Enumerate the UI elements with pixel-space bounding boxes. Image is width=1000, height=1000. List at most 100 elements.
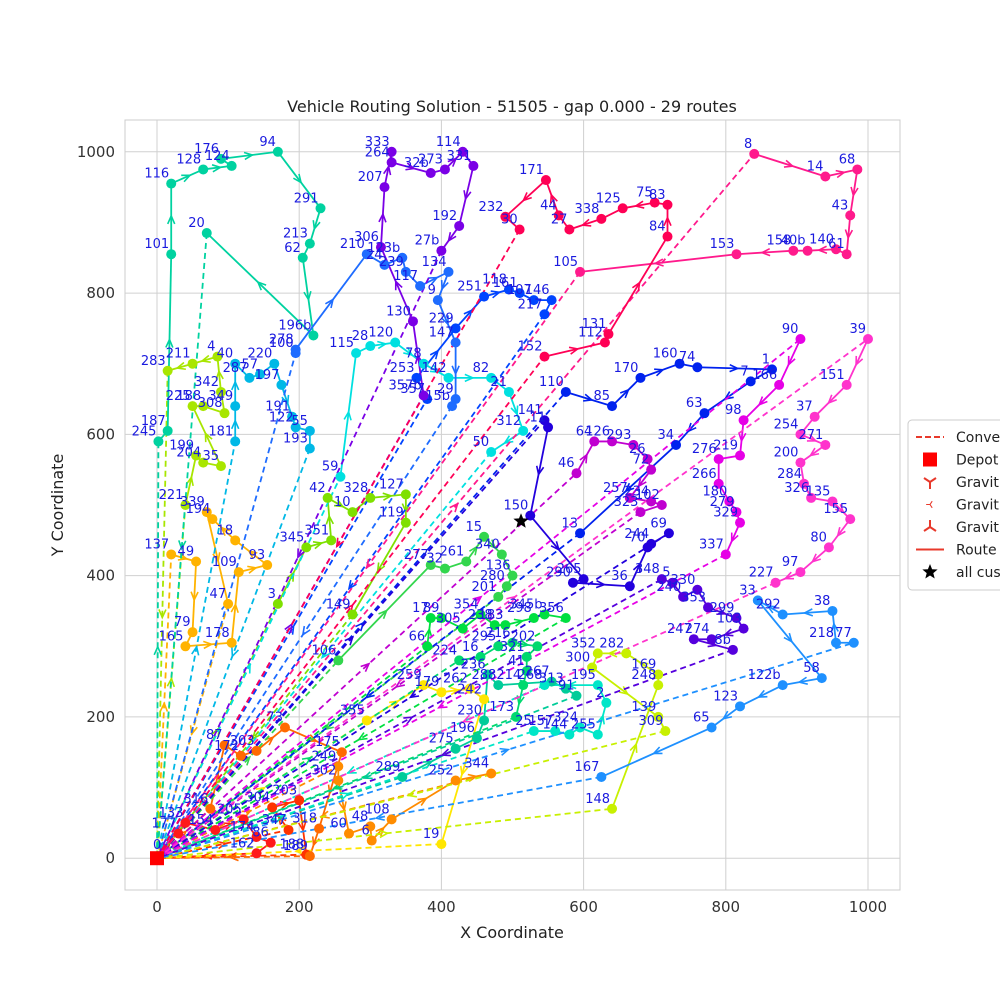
route-23-arrow bbox=[378, 212, 387, 223]
customer-node bbox=[365, 341, 376, 352]
node-label: 149 bbox=[326, 597, 351, 612]
customer-node bbox=[308, 330, 319, 341]
route-28-arrow bbox=[521, 192, 532, 202]
node-label: 116 bbox=[144, 167, 169, 182]
route-28-segment bbox=[622, 201, 655, 210]
customer-node bbox=[162, 365, 173, 376]
customer-node bbox=[251, 832, 262, 843]
y-tick-label: 1000 bbox=[77, 143, 115, 161]
node-label: 279 bbox=[710, 495, 735, 510]
node-label: 177 bbox=[151, 816, 176, 831]
node-label: 204 bbox=[176, 446, 201, 461]
customer-node bbox=[503, 284, 514, 295]
route-25-segment bbox=[724, 522, 741, 555]
route-6-arrow bbox=[638, 661, 649, 671]
customer-node bbox=[333, 655, 344, 666]
node-label: 357b bbox=[389, 379, 422, 394]
route-14-segment bbox=[490, 430, 524, 453]
route-18-arrow bbox=[440, 280, 449, 291]
route-6-arrow bbox=[378, 829, 390, 839]
node-label: 11 bbox=[530, 410, 547, 425]
route-15-segment bbox=[156, 232, 208, 859]
route-28-segment bbox=[156, 356, 546, 859]
node-label: 126 bbox=[585, 424, 610, 439]
node-label: 66 bbox=[409, 629, 426, 644]
customer-node bbox=[518, 425, 529, 436]
node-label: 274 bbox=[685, 622, 710, 637]
legend-tri-down-icon bbox=[923, 477, 937, 489]
node-label: 61 bbox=[828, 237, 845, 252]
node-label: 154 bbox=[188, 813, 213, 828]
customer-node bbox=[575, 266, 586, 277]
customer-node bbox=[400, 489, 411, 500]
node-label: 261 bbox=[439, 545, 464, 560]
route-25-arrow bbox=[730, 532, 739, 544]
route-23-segment bbox=[156, 250, 443, 859]
customer-node bbox=[283, 824, 294, 835]
route-19-segment bbox=[454, 296, 485, 329]
customer-node bbox=[493, 591, 504, 602]
route-10-arrow bbox=[424, 627, 433, 638]
customer-node bbox=[528, 613, 539, 624]
route-15-segment bbox=[220, 150, 278, 160]
customer-node bbox=[724, 496, 735, 507]
route-4-segment bbox=[211, 518, 236, 541]
route-10-segment bbox=[156, 617, 567, 859]
customer-node bbox=[425, 167, 436, 178]
node-label: 283 bbox=[141, 354, 166, 369]
customer-node bbox=[806, 492, 817, 503]
node-label: 122 bbox=[269, 410, 294, 425]
node-label: 259 bbox=[397, 668, 422, 683]
customer-node bbox=[575, 722, 586, 733]
customer-node bbox=[831, 637, 842, 648]
customer-node bbox=[375, 242, 386, 253]
x-tick-label: 600 bbox=[569, 898, 598, 916]
node-label: 236 bbox=[461, 658, 486, 673]
route-27-arrow bbox=[835, 169, 847, 179]
node-label: 194 bbox=[186, 502, 211, 517]
route-8-segment bbox=[184, 455, 197, 506]
node-label: 124 bbox=[205, 149, 230, 164]
route-15-arrow bbox=[178, 540, 187, 551]
customer-node bbox=[607, 401, 618, 412]
node-label: 41 bbox=[508, 654, 525, 669]
route-11-segment bbox=[515, 684, 525, 718]
customer-node bbox=[230, 358, 241, 369]
node-label: 333 bbox=[365, 135, 390, 150]
route-20-segment bbox=[156, 532, 581, 859]
route-17-segment bbox=[782, 677, 822, 687]
node-label: 291 bbox=[294, 191, 319, 206]
customer-node bbox=[461, 556, 472, 567]
customer-node bbox=[501, 581, 512, 592]
node-label: 213 bbox=[283, 227, 308, 242]
customer-node bbox=[571, 468, 582, 479]
customer-node bbox=[198, 164, 209, 175]
node-label: 171 bbox=[519, 163, 544, 178]
route-27-arrow bbox=[783, 159, 795, 168]
customer-node bbox=[436, 613, 447, 624]
customer-node bbox=[443, 266, 454, 277]
node-label: 144 bbox=[543, 718, 568, 733]
customer-node bbox=[276, 379, 287, 390]
node-label: 160 bbox=[653, 347, 678, 362]
node-label: 244 bbox=[624, 527, 649, 542]
route-28-segment bbox=[545, 179, 560, 216]
customer-node bbox=[735, 701, 746, 712]
node-label: 178 bbox=[205, 626, 230, 641]
route-25-arrow bbox=[787, 355, 796, 367]
customer-node bbox=[191, 450, 202, 461]
node-label: 40b bbox=[781, 234, 806, 249]
node-label: 73 bbox=[266, 711, 283, 726]
route-16-arrow bbox=[230, 418, 240, 430]
node-label: 68 bbox=[839, 152, 856, 167]
route-15-arrow bbox=[181, 174, 192, 183]
route-22-segment bbox=[707, 606, 737, 619]
node-label: 249 bbox=[311, 749, 336, 764]
route-15-arrow bbox=[153, 644, 162, 656]
route-17-arrow bbox=[651, 746, 663, 755]
customer-node bbox=[678, 591, 689, 602]
route-20-segment bbox=[640, 362, 680, 379]
customer-node bbox=[688, 634, 699, 645]
customer-node bbox=[397, 252, 408, 263]
route-23-segment bbox=[380, 187, 386, 248]
